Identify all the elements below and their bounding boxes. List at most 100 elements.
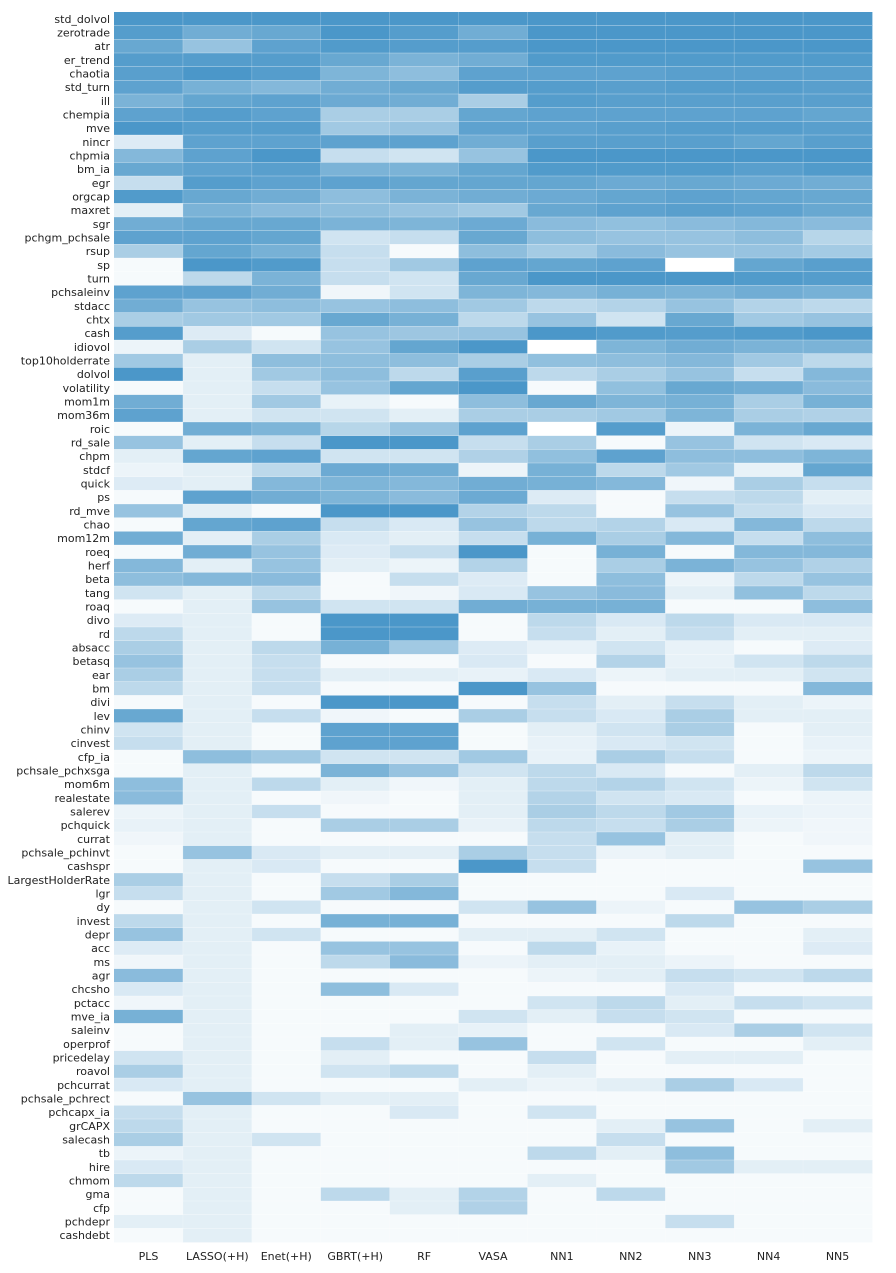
heatmap-cell (596, 107, 666, 122)
heatmap-cell (320, 914, 391, 929)
heatmap-cell (803, 558, 873, 573)
heatmap-cell (114, 94, 184, 109)
heatmap-cell (527, 640, 597, 655)
row-label: operprof (63, 1038, 111, 1051)
heatmap-cell (665, 955, 735, 970)
heatmap-cell (251, 613, 322, 628)
heatmap-cell (389, 736, 459, 751)
heatmap-cell (182, 203, 253, 218)
heatmap-cell (320, 982, 391, 997)
heatmap-cell (803, 326, 873, 341)
heatmap-cell (114, 900, 184, 915)
heatmap-cell (527, 1078, 597, 1093)
heatmap-cell (114, 39, 184, 54)
heatmap-cell (251, 681, 322, 696)
heatmap-cell (734, 1064, 804, 1079)
heatmap-cell (665, 914, 735, 929)
heatmap-cell (320, 1160, 391, 1175)
heatmap-cell (803, 1119, 873, 1134)
heatmap-cell (182, 804, 253, 819)
heatmap-cell (527, 941, 597, 956)
column-label: GBRT(+H) (327, 1250, 383, 1263)
heatmap-cell (803, 681, 873, 696)
heatmap-cell (734, 804, 804, 819)
heatmap-cell (803, 722, 873, 737)
heatmap-cell (389, 832, 459, 847)
heatmap-cell (596, 599, 666, 614)
heatmap-cell (182, 1214, 253, 1229)
heatmap-cell (389, 818, 459, 833)
heatmap-cell (734, 941, 804, 956)
heatmap-cell (527, 217, 597, 232)
heatmap-cell (114, 340, 184, 355)
heatmap-cell (251, 463, 322, 478)
heatmap-cell (665, 941, 735, 956)
heatmap-cell (458, 982, 528, 997)
heatmap-cell (596, 982, 666, 997)
heatmap-cell (114, 285, 184, 300)
row-label: gma (86, 1188, 110, 1201)
heatmap-cell (665, 353, 735, 368)
heatmap-cell (803, 258, 873, 273)
heatmap-cell (320, 1050, 391, 1065)
heatmap-cell (803, 1228, 873, 1243)
heatmap-cell (320, 490, 391, 505)
heatmap-cell (734, 80, 804, 95)
heatmap-cell (596, 394, 666, 409)
heatmap-cell (458, 900, 528, 915)
row-label: bm_ia (77, 163, 110, 176)
row-label: mve (86, 122, 110, 135)
heatmap-cell (734, 422, 804, 437)
heatmap-cell (803, 449, 873, 464)
heatmap-cell (320, 1119, 391, 1134)
heatmap-cell (734, 1078, 804, 1093)
heatmap-cell (458, 996, 528, 1011)
heatmap-cell (251, 189, 322, 204)
heatmap-cell (389, 394, 459, 409)
heatmap-cell (389, 955, 459, 970)
heatmap-cell (734, 12, 804, 27)
heatmap-cell (734, 558, 804, 573)
heatmap-cell (458, 176, 528, 191)
heatmap-cell (458, 1214, 528, 1229)
heatmap-cell (596, 613, 666, 628)
heatmap-cell (389, 763, 459, 778)
row-label: rd_mve (69, 505, 110, 518)
heatmap-cell (114, 763, 184, 778)
heatmap-cell (803, 504, 873, 519)
heatmap-cell (458, 845, 528, 860)
row-label: roaq (85, 601, 110, 614)
heatmap-cell (734, 668, 804, 683)
heatmap-cell (458, 1173, 528, 1188)
heatmap-cell (596, 955, 666, 970)
heatmap-cell (527, 914, 597, 929)
heatmap-cell (527, 490, 597, 505)
heatmap-cell (320, 121, 391, 136)
heatmap-cell (665, 859, 735, 874)
heatmap-cell (527, 53, 597, 68)
row-label: cashspr (67, 860, 110, 873)
heatmap-cell (389, 927, 459, 942)
heatmap-cell (114, 504, 184, 519)
heatmap-cell (251, 340, 322, 355)
heatmap-cell (803, 394, 873, 409)
heatmap-cell (114, 859, 184, 874)
heatmap-cell (527, 832, 597, 847)
heatmap-cell (251, 517, 322, 532)
heatmap-cell (665, 1160, 735, 1175)
row-label: nincr (82, 136, 110, 149)
heatmap-cell (734, 217, 804, 232)
heatmap-cell (596, 285, 666, 300)
row-label: pctacc (74, 997, 110, 1010)
heatmap-cell (251, 586, 322, 601)
heatmap-cell (389, 845, 459, 860)
heatmap-cell (803, 955, 873, 970)
heatmap-cell (182, 1105, 253, 1120)
heatmap-cell (734, 736, 804, 751)
heatmap-cell (389, 422, 459, 437)
heatmap-cell (182, 996, 253, 1011)
heatmap-cell (114, 531, 184, 546)
heatmap-cell (114, 914, 184, 929)
row-label: pchsale_pchinvt (21, 847, 110, 860)
heatmap-cell (389, 1078, 459, 1093)
